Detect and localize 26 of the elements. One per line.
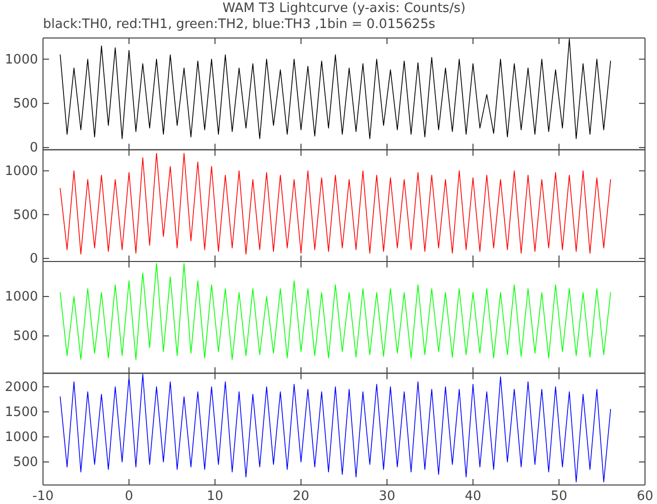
chart-subtitle: black:TH0, red:TH1, green:TH2, blue:TH3 ,1bin = 0.015625s [43, 17, 436, 32]
y-tick-label: 0 [30, 140, 38, 156]
y-tick-label: 1000 [4, 164, 38, 179]
y-tick-label: 1000 [4, 430, 38, 446]
line-series [60, 374, 611, 482]
y-tick-label: 1500 [4, 404, 38, 420]
x-tick-label: 40 [464, 489, 482, 504]
y-tick-label: 500 [13, 455, 38, 470]
y-tick-label: 1000 [4, 290, 38, 305]
line-series [60, 38, 611, 140]
y-tick-label: 500 [13, 96, 38, 112]
y-tick-label: 500 [13, 329, 38, 344]
x-tick-label: -10 [32, 489, 54, 504]
y-tick-label: 2000 [4, 380, 38, 395]
x-tick-label: 60 [636, 489, 654, 504]
x-tick-label: 30 [378, 489, 396, 504]
y-tick-label: 500 [13, 208, 38, 223]
x-tick-label: 50 [550, 489, 568, 504]
chart-title: WAM T3 Lightcurve (y-axis: Counts/s) [222, 1, 466, 16]
y-tick-label: 1000 [4, 52, 38, 68]
x-tick-label: 20 [292, 489, 310, 504]
x-tick-label: 10 [206, 489, 224, 504]
x-tick-label: 0 [124, 489, 134, 504]
line-series [60, 152, 611, 254]
line-series [60, 263, 611, 360]
y-tick-label: 0 [30, 252, 38, 267]
